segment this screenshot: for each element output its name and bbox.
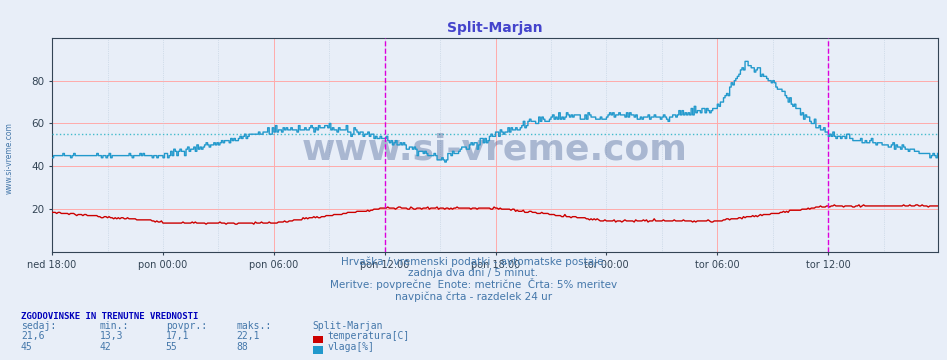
Text: www.si-vreme.com: www.si-vreme.com [302, 132, 688, 166]
Text: 22,1: 22,1 [237, 332, 260, 342]
Text: min.:: min.: [99, 321, 129, 332]
Text: 13,3: 13,3 [99, 332, 123, 342]
Text: 21,6: 21,6 [21, 332, 45, 342]
Text: temperatura[C]: temperatura[C] [328, 332, 410, 342]
Text: Meritve: povprečne  Enote: metrične  Črta: 5% meritev: Meritve: povprečne Enote: metrične Črta:… [330, 278, 617, 291]
Text: 88: 88 [237, 342, 248, 352]
Text: zadnja dva dni / 5 minut.: zadnja dva dni / 5 minut. [408, 269, 539, 279]
Text: 45: 45 [21, 342, 32, 352]
Title: Split-Marjan: Split-Marjan [447, 21, 543, 35]
Text: 17,1: 17,1 [166, 332, 189, 342]
Text: vlaga[%]: vlaga[%] [328, 342, 375, 352]
Text: 42: 42 [99, 342, 111, 352]
Text: www.si-vreme.com: www.si-vreme.com [5, 122, 14, 194]
Text: 55: 55 [166, 342, 177, 352]
Text: Hrvaška / vremenski podatki - avtomatske postaje.: Hrvaška / vremenski podatki - avtomatske… [341, 256, 606, 267]
Text: Split-Marjan: Split-Marjan [313, 321, 383, 332]
Text: ZGODOVINSKE IN TRENUTNE VREDNOSTI: ZGODOVINSKE IN TRENUTNE VREDNOSTI [21, 312, 198, 321]
Text: navpična črta - razdelek 24 ur: navpična črta - razdelek 24 ur [395, 292, 552, 302]
Text: maks.:: maks.: [237, 321, 272, 332]
Text: povpr.:: povpr.: [166, 321, 206, 332]
Text: sedaj:: sedaj: [21, 321, 56, 332]
